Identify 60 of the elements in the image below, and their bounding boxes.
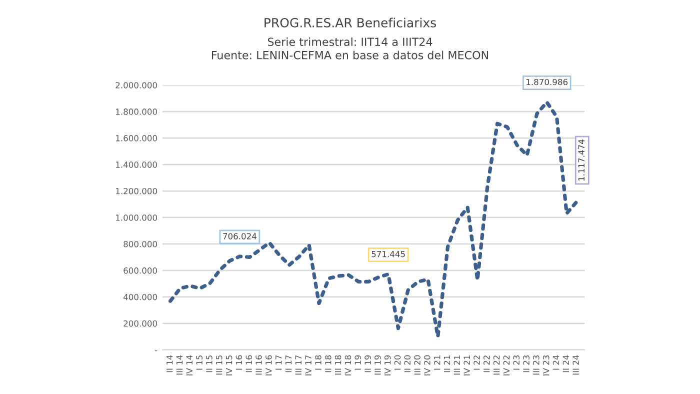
x-tick-label: II 18 — [324, 355, 332, 372]
chart-title: PROG.R.ES.AR Beneficiarixs — [264, 18, 436, 28]
x-tick-label: II 19 — [364, 355, 371, 372]
x-tick-label: III 14 — [176, 355, 183, 375]
line-series — [168, 100, 578, 338]
x-tick-label: I 19 — [354, 355, 362, 370]
x-tick-label: IV 17 — [305, 355, 312, 376]
x-tick-label: I 23 — [513, 355, 520, 370]
x-tick-label: II 15 — [206, 355, 212, 372]
y-tick-label: 600.000 — [124, 267, 157, 274]
chart-subtitle: Serie trimestral: IIT14 a IIIT24 Fuente: LENIN-CEFMA en base a datos del MECON — [212, 37, 488, 60]
x-tick-label: II 16 — [246, 355, 252, 372]
x-tick-label: I 24 — [552, 355, 560, 370]
x-tick-label: IV 18 — [344, 355, 352, 376]
x-tick-label: II 17 — [285, 355, 292, 372]
x-tick-label: III 15 — [216, 355, 222, 375]
x-tick-label: III 16 — [256, 355, 262, 375]
y-tick-label: 1.200.000 — [116, 188, 157, 194]
x-tick-label: I 20 — [394, 355, 401, 370]
x-tick-label: I 22 — [474, 356, 480, 370]
x-tick-label: III 20 — [414, 355, 420, 375]
x-tick-label: III 18 — [334, 355, 342, 375]
x-tick-label: I 18 — [315, 355, 322, 370]
x-tick-label: IV 22 — [503, 356, 510, 376]
x-tick-label: II 14 — [166, 355, 173, 372]
annotation: 1.870.986 — [526, 78, 568, 86]
annotation: 571.445 — [372, 251, 405, 258]
y-tick-label: 1.000.000 — [116, 214, 157, 221]
x-tick-label: II 21 — [444, 356, 450, 372]
x-tick-label: IV 15 — [226, 355, 232, 376]
x-tick-label: II 24 — [562, 355, 569, 372]
x-tick-label: IV 23 — [542, 355, 550, 376]
x-tick-label: III 22 — [493, 356, 500, 375]
x-tick-label: III 21 — [454, 356, 460, 375]
x-tick-label: IV 21 — [464, 356, 470, 376]
x-tick-label: III 23 — [533, 355, 540, 375]
y-tick-label: - — [154, 350, 158, 352]
x-tick-label: I 16 — [236, 355, 242, 370]
x-tick-label: IV 16 — [266, 355, 272, 376]
y-tick-label: 800.000 — [124, 240, 157, 248]
annotation: 706.024 — [223, 233, 256, 240]
x-tick-label: IV 20 — [424, 355, 430, 376]
y-tick-label: 400.000 — [123, 294, 157, 300]
x-tick-label: III 17 — [295, 355, 302, 375]
x-tick-label: I 17 — [276, 355, 282, 370]
x-tick-label: I 15 — [196, 355, 202, 370]
x-tick-label: II 20 — [404, 355, 411, 372]
y-tick-label: 1.600.000 — [116, 135, 157, 142]
x-tick-label: IV 19 — [384, 355, 391, 376]
x-tick-label: III 19 — [374, 355, 381, 375]
x-tick-label: II 23 — [523, 355, 530, 372]
y-tick-label: 1.400.000 — [116, 162, 157, 168]
y-tick-label: 200.000 — [124, 320, 157, 327]
x-tick-label: II 22 — [484, 356, 490, 372]
y-tick-label: 2.000.000 — [116, 82, 157, 88]
x-tick-label: IV 14 — [186, 355, 192, 376]
annotation: 1.117.474 — [578, 140, 584, 181]
x-tick-label: III 24 — [572, 355, 579, 375]
x-tick-label: I 21 — [434, 356, 440, 370]
y-tick-label: 1.800.000 — [116, 108, 157, 115]
